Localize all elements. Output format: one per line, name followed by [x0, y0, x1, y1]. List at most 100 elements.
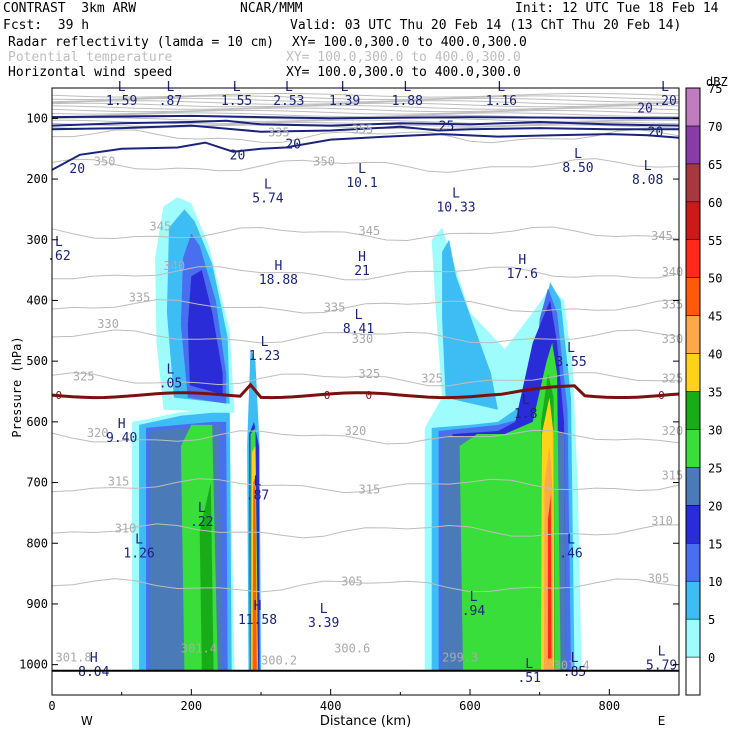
reflectivity-cell-20dbz — [187, 270, 223, 395]
extremum-marker: L — [355, 308, 363, 323]
extremum-value: 8.08 — [632, 173, 663, 188]
theta-label: 330 — [662, 332, 684, 346]
colorbar-label: 60 — [708, 196, 722, 210]
theta-label: 340 — [163, 259, 185, 273]
extremum-value: 17.6 — [507, 267, 538, 282]
theta-label: 301.4 — [554, 659, 590, 673]
extremum-marker: L — [470, 590, 478, 605]
theta-label: 330 — [352, 332, 374, 346]
extremum-value: 1.26 — [123, 546, 154, 561]
zero-label: 0 — [55, 389, 62, 402]
theta-contour-325 — [51, 372, 680, 387]
colorbar-swatch-70 — [685, 125, 701, 165]
extremum-marker: L — [567, 532, 575, 547]
theta-label: 299.3 — [442, 651, 478, 665]
theta-label: 301.4 — [181, 642, 217, 656]
zero-label: 0 — [658, 389, 665, 402]
x-axis-label: Distance (km) — [320, 714, 411, 729]
theta-label: 325 — [662, 371, 684, 385]
theta-label: 305 — [648, 572, 670, 586]
wind-label: 20 — [637, 101, 653, 116]
extremum-value: .46 — [559, 546, 582, 561]
y-tick-label: 500 — [26, 354, 48, 368]
colorbar-swatch-25 — [685, 467, 701, 506]
y-tick-label: 700 — [26, 476, 48, 490]
extremum-value: 1.55 — [221, 94, 252, 109]
colorbar-label: 35 — [708, 386, 722, 400]
theta-label: 345 — [359, 224, 381, 238]
extremum-value: 2.53 — [273, 94, 304, 109]
colorbar-swatch-50 — [685, 277, 701, 316]
plot-frame — [51, 87, 680, 696]
colorbar-frame — [685, 87, 701, 696]
theta-label: 335 — [662, 297, 684, 311]
extremum-marker: L — [358, 162, 366, 177]
extremum-value: 3.39 — [308, 616, 339, 631]
colorbar-swatch-20 — [685, 505, 701, 544]
wind-label: 20 — [230, 149, 246, 164]
theta-label: 335 — [129, 291, 151, 305]
theta-label: 335 — [324, 300, 346, 314]
theta-label: 301.8 — [55, 651, 91, 665]
extremum-value: .05 — [159, 376, 182, 391]
colorbar-swatch-35 — [685, 391, 701, 430]
extremum-value: 11.58 — [238, 613, 277, 628]
theta-contour-upper — [51, 105, 680, 110]
theta-contour-345 — [51, 226, 680, 242]
theta-label: 335 — [268, 126, 290, 140]
extremum-value: 8.04 — [78, 665, 109, 680]
y-tick-label: 1000 — [19, 658, 48, 672]
x-tick-label: 400 — [320, 699, 342, 713]
colorbar-label: 30 — [708, 423, 722, 437]
extremum-value: 8.41 — [343, 322, 374, 337]
forecast-hour: Fcst: 39 h — [3, 18, 90, 33]
theta-label: 300.6 — [334, 642, 370, 656]
extremum-marker: L — [254, 475, 262, 490]
theta-label: 340 — [662, 265, 684, 279]
zero-label: 0 — [324, 389, 331, 402]
theta-contour-350 — [51, 158, 680, 173]
extremum-value: 18.88 — [259, 273, 298, 288]
extremum-value: 10.33 — [436, 200, 475, 215]
reflectivity-cell-30dbz — [459, 342, 561, 671]
field-2-xy: XY= 100.0,300.0 to 400.0,300.0 — [286, 50, 521, 65]
theta-label: 310 — [115, 521, 137, 535]
colorbar-swatch-30 — [685, 429, 701, 468]
extremum-value: 1.16 — [486, 94, 517, 109]
extremum-value: .87 — [246, 489, 269, 504]
colorbar-swatch-15 — [685, 543, 701, 582]
extremum-marker: H — [358, 250, 366, 265]
freezing-level-line — [51, 382, 680, 400]
theta-contour-305 — [51, 578, 680, 593]
theta-contour-upper — [51, 100, 680, 105]
y-tick-label: 100 — [26, 111, 48, 125]
theta-label: 320 — [87, 426, 109, 440]
extremum-value: 1.8 — [514, 407, 537, 422]
extremum-value: 3.55 — [555, 355, 586, 370]
colorbar-label: 45 — [708, 310, 722, 324]
theta-label: 315 — [108, 475, 130, 489]
extremum-marker: L — [567, 341, 575, 356]
wind-contour — [51, 133, 680, 171]
colorbar-label: 55 — [708, 234, 722, 248]
extremum-value: 9.40 — [106, 431, 137, 446]
field-1-name: Radar reflectivity (lamda = 10 cm) — [8, 35, 275, 50]
theta-label: 345 — [150, 220, 172, 234]
theta-label: 350 — [94, 155, 116, 169]
wind-label: 25 — [439, 119, 455, 134]
extremum-marker: H — [254, 599, 262, 614]
extremum-value: 8.50 — [562, 161, 593, 176]
extremum-marker: H — [518, 253, 526, 268]
wind-contour — [51, 119, 680, 127]
extremum-value: .85 — [563, 665, 586, 680]
extremum-marker: L — [167, 362, 175, 377]
extremum-marker: H — [275, 259, 283, 274]
reflectivity-cell-50dbz — [252, 476, 257, 671]
wind-label: 20 — [69, 162, 85, 177]
west-label: W — [81, 714, 93, 728]
y-tick-label: 400 — [26, 293, 48, 307]
contour-labels: 335 355 350 350 345 345 345 340 340 335 335 335 330 3… — [47, 80, 683, 686]
init-time: Init: 12 UTC Tue 18 Feb 14 — [515, 1, 719, 16]
field-3-xy: XY= 100.0,300.0 to 400.0,300.0 — [286, 65, 521, 80]
